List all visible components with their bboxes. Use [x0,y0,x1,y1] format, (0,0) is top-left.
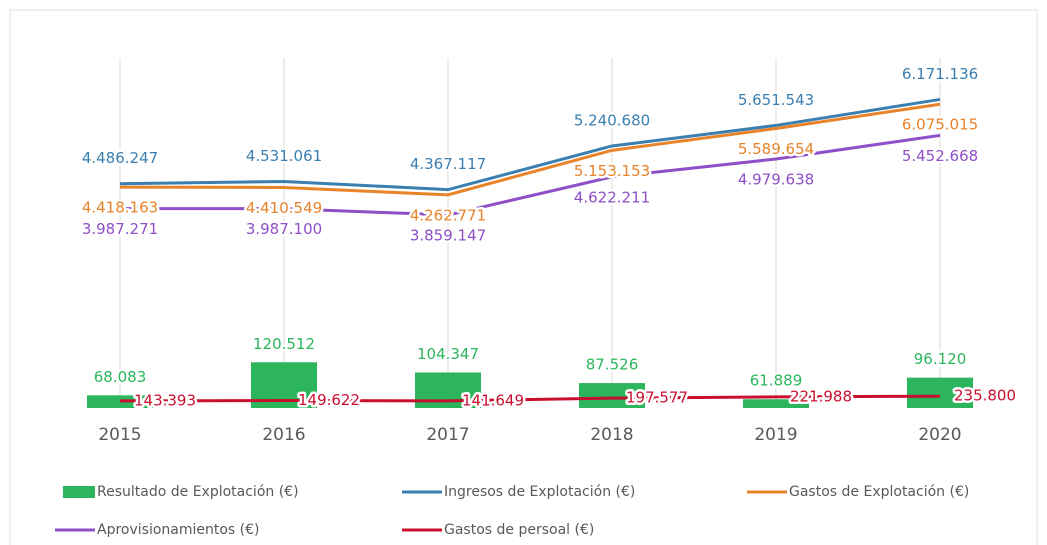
line [119,133,941,217]
data-label: 4.262.771 [410,206,486,224]
data-label: 4.531.061 [246,147,322,165]
x-tick-label: 2018 [590,425,633,445]
data-label: 4.622.211 [574,188,650,206]
line [119,97,941,192]
data-label: 5.153.153 [574,162,650,180]
data-label: 3.987.271 [82,220,158,238]
data-label: 4.367.117 [410,155,486,173]
bar [907,377,973,408]
legend-label: Ingresos de Explotación (€) [444,484,635,500]
data-label: 120.512 [253,335,315,353]
data-label: 143.393 [134,391,196,409]
data-label: 3.987.100 [246,220,322,238]
x-tick-label: 2019 [754,425,797,445]
data-label: 4.410.549 [246,199,322,217]
data-label: 141.649 [462,391,524,409]
data-label: 4.418.163 [82,199,158,217]
bar [87,395,153,408]
data-label: 4.979.638 [738,171,814,189]
frame [9,9,1038,545]
x-tick-label: 2015 [98,425,141,445]
line [119,102,941,197]
data-label: 149.622 [298,391,360,409]
data-label: 104.347 [417,345,479,363]
legend-swatch [63,486,95,498]
x-tick-label: 2020 [918,425,961,445]
line [119,394,941,403]
data-label: 3.859.147 [410,227,486,245]
data-label: 5.452.668 [902,147,978,165]
data-label: 6.171.136 [902,65,978,83]
data-label: 5.240.680 [574,111,650,129]
data-label: 4.486.247 [82,149,158,167]
legend-label: Gastos de persoal (€) [444,522,594,538]
data-label: 235.800 [954,387,1016,405]
data-label: 61.889 [750,372,803,390]
bar [579,383,645,408]
data-label: 197.577 [626,389,688,407]
data-label: 6.075.015 [902,116,978,134]
x-tick-label: 2016 [262,425,305,445]
data-label: 5.589.654 [738,140,814,158]
legend-label: Gastos de Explotación (€) [789,484,969,500]
data-label: 221.988 [790,387,852,405]
legend-label: Aprovisionamientos (€) [97,522,260,538]
x-tick-label: 2017 [426,425,469,445]
data-label: 96.120 [914,350,967,368]
legend-label: Resultado de Explotación (€) [97,484,299,500]
data-label: 87.526 [586,356,639,374]
data-label: 5.651.543 [738,91,814,109]
bar [743,399,809,408]
data-label: 68.083 [94,368,147,386]
